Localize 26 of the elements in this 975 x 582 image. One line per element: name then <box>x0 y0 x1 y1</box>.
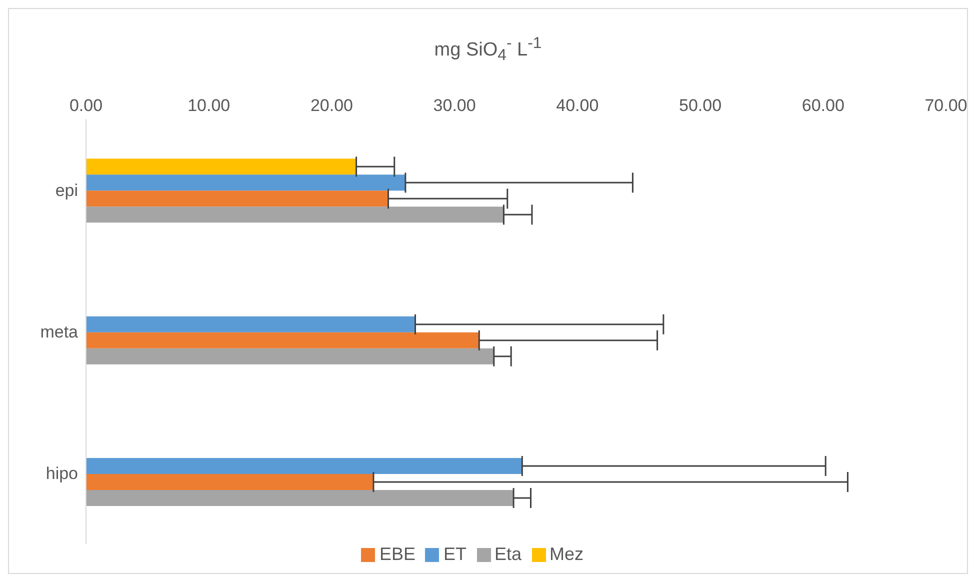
bar <box>86 458 522 474</box>
x-tick-label: 20.00 <box>310 96 353 115</box>
legend-label: EBE <box>379 544 416 564</box>
bar <box>86 474 374 490</box>
y-tick-label: hipo <box>46 464 78 484</box>
x-tick-label: 70.00 <box>924 96 968 115</box>
bar <box>86 190 388 207</box>
bar <box>86 490 514 506</box>
x-axis-title: mg SiO$_{4}$$^{-}$ L$^{-1}$ <box>433 35 543 66</box>
legend-label: Mez <box>550 544 584 564</box>
bar <box>86 174 406 191</box>
bar <box>86 332 480 348</box>
x-tick-label: 10.00 <box>188 96 230 115</box>
bar <box>86 206 504 223</box>
y-tick-label: meta <box>40 322 79 342</box>
bar <box>86 348 494 364</box>
legend-label: ET <box>443 544 466 564</box>
y-tick-label: epi <box>55 180 78 200</box>
x-tick-label: 30.00 <box>433 96 476 115</box>
legend-label: Eta <box>494 544 522 564</box>
x-tick-label: 60.00 <box>802 96 844 115</box>
x-tick-label: 40.00 <box>556 96 599 115</box>
x-tick-label: 50.00 <box>679 96 722 115</box>
bar <box>86 316 416 332</box>
x-tick-label: 0.00 <box>69 96 103 115</box>
bar <box>86 158 356 175</box>
